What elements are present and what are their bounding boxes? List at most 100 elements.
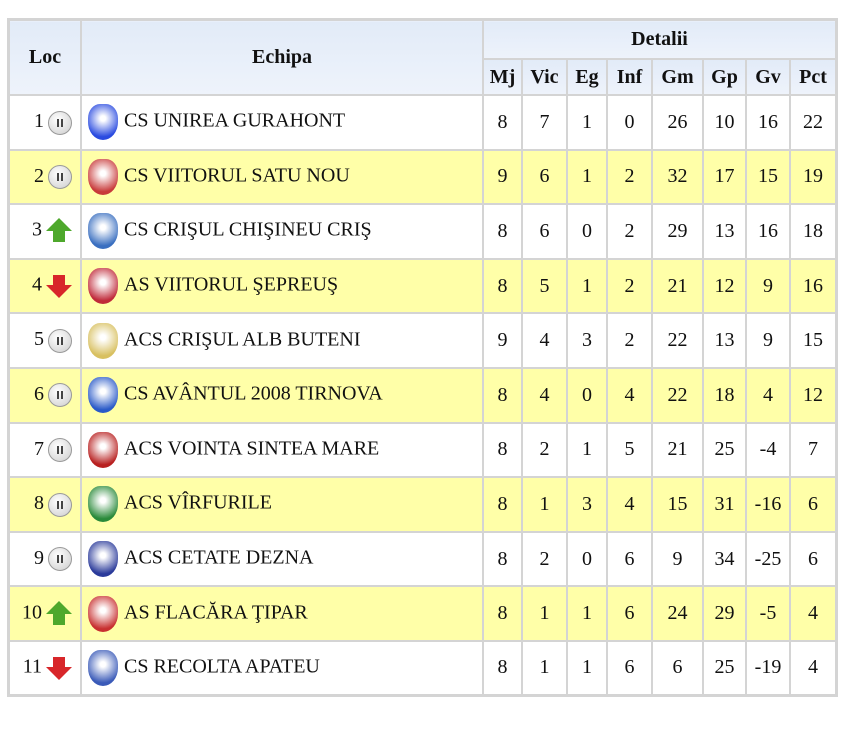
position-cell: 11 — [7, 639, 82, 697]
stat-gm: 21 — [651, 421, 704, 479]
stat-eg: 3 — [566, 312, 608, 369]
stat-eg: 1 — [566, 257, 608, 315]
stat-gv: 16 — [745, 94, 791, 151]
stat-gp: 25 — [702, 421, 747, 479]
team-name[interactable]: CS CRIŞUL CHIŞINEU CRIŞ — [124, 219, 372, 242]
header-vic[interactable]: Vic — [521, 58, 568, 96]
stat-mj: 8 — [482, 421, 523, 479]
position-cell: 1 — [7, 94, 82, 151]
stat-eg: 3 — [566, 476, 608, 533]
team-name[interactable]: ACS VÎRFURILE — [124, 492, 272, 515]
unchanged-icon — [48, 492, 72, 517]
stat-gp: 29 — [702, 585, 747, 642]
header-gm[interactable]: Gm — [651, 58, 704, 96]
unchanged-icon — [48, 547, 72, 572]
position-cell: 7 — [7, 421, 82, 479]
stat-vic: 2 — [521, 421, 568, 479]
stat-inf: 4 — [606, 366, 653, 424]
team-name[interactable]: ACS VOINTA SINTEA MARE — [124, 437, 380, 460]
stat-mj: 8 — [482, 257, 523, 315]
header-gp[interactable]: Gp — [702, 58, 747, 96]
team-logo — [88, 649, 118, 686]
table-row: 7 ACS VOINTA SINTEA MARE 8 2 1 5 21 25 -4 7 — [7, 421, 838, 479]
stat-gp: 34 — [702, 530, 747, 588]
table-row: 1 CS UNIREA GURAHONT 8 7 1 0 26 10 16 22 — [7, 94, 838, 151]
stat-vic: 4 — [521, 312, 568, 369]
stat-mj: 8 — [482, 476, 523, 533]
position: 7 — [34, 437, 44, 460]
stat-inf: 2 — [606, 312, 653, 369]
header-eg[interactable]: Eg — [566, 58, 608, 96]
stat-eg: 1 — [566, 585, 608, 642]
team-cell: CS UNIREA GURAHONT — [80, 94, 484, 151]
header-loc[interactable]: Loc — [7, 18, 82, 96]
team-logo — [88, 541, 118, 578]
stat-vic: 1 — [521, 639, 568, 697]
team-cell: AS VIITORUL ŞEPREUŞ — [80, 257, 484, 315]
team-name[interactable]: CS AVÂNTUL 2008 TIRNOVA — [124, 382, 383, 405]
arrow-down-icon — [46, 655, 72, 681]
header-gv[interactable]: Gv — [745, 58, 791, 96]
stat-inf: 6 — [606, 585, 653, 642]
stat-inf: 6 — [606, 530, 653, 588]
table-row: 4 AS VIITORUL ŞEPREUŞ 8 5 1 2 21 12 9 16 — [7, 257, 838, 315]
team-logo — [88, 158, 118, 195]
stat-vic: 6 — [521, 148, 568, 206]
stat-vic: 1 — [521, 476, 568, 533]
stat-pct: 22 — [789, 94, 838, 151]
stat-gv: -4 — [745, 421, 791, 479]
stat-pct: 6 — [789, 530, 838, 588]
arrow-up-icon — [46, 600, 72, 627]
arrow-up-icon — [46, 218, 72, 244]
stat-pct: 6 — [789, 476, 838, 533]
stat-eg: 0 — [566, 366, 608, 424]
team-logo — [88, 486, 118, 523]
table-row: 8 ACS VÎRFURILE 8 1 3 4 15 31 -16 6 — [7, 476, 838, 533]
team-name[interactable]: CS VIITORUL SATU NOU — [124, 164, 350, 187]
stat-gm: 24 — [651, 585, 704, 642]
team-name[interactable]: AS FLACĂRA ŢIPAR — [124, 601, 308, 624]
stat-gp: 10 — [702, 94, 747, 151]
team-cell: CS VIITORUL SATU NOU — [80, 148, 484, 206]
position: 11 — [22, 655, 42, 678]
stat-mj: 8 — [482, 203, 523, 260]
header-team[interactable]: Echipa — [80, 18, 484, 96]
stat-gv: 9 — [745, 312, 791, 369]
stat-mj: 8 — [482, 530, 523, 588]
position-cell: 3 — [7, 203, 82, 260]
position: 8 — [34, 492, 44, 515]
stat-vic: 6 — [521, 203, 568, 260]
position-cell: 10 — [7, 585, 82, 642]
stat-pct: 18 — [789, 203, 838, 260]
stat-gm: 22 — [651, 312, 704, 369]
standings-table: Loc Echipa Detalii Mj Vic Eg Inf Gm Gp Gv Pct 1… — [7, 18, 838, 698]
position: 5 — [34, 328, 44, 351]
stat-eg: 1 — [566, 639, 608, 697]
position-cell: 5 — [7, 312, 82, 369]
unchanged-icon — [48, 110, 72, 135]
unchanged-icon — [48, 438, 72, 463]
header-inf[interactable]: Inf — [606, 58, 653, 96]
stat-eg: 1 — [566, 421, 608, 479]
team-name[interactable]: CS UNIREA GURAHONT — [124, 109, 346, 132]
stat-pct: 15 — [789, 312, 838, 369]
stat-pct: 19 — [789, 148, 838, 206]
team-cell: CS CRIŞUL CHIŞINEU CRIŞ — [80, 203, 484, 260]
stat-gm: 6 — [651, 639, 704, 697]
stat-pct: 16 — [789, 257, 838, 315]
stat-pct: 7 — [789, 421, 838, 479]
stat-inf: 5 — [606, 421, 653, 479]
stat-pct: 4 — [789, 585, 838, 642]
team-name[interactable]: CS RECOLTA APATEU — [124, 655, 320, 678]
header-mj[interactable]: Mj — [482, 58, 523, 96]
stat-inf: 6 — [606, 639, 653, 697]
team-cell: CS RECOLTA APATEU — [80, 639, 484, 697]
stat-eg: 0 — [566, 530, 608, 588]
team-name[interactable]: ACS CRIŞUL ALB BUTENI — [124, 328, 361, 351]
team-name[interactable]: ACS CETATE DEZNA — [124, 546, 314, 569]
stat-gv: -25 — [745, 530, 791, 588]
stat-gm: 9 — [651, 530, 704, 588]
header-pct[interactable]: Pct — [789, 58, 838, 96]
team-cell: ACS CRIŞUL ALB BUTENI — [80, 312, 484, 369]
team-name[interactable]: AS VIITORUL ŞEPREUŞ — [124, 273, 339, 296]
